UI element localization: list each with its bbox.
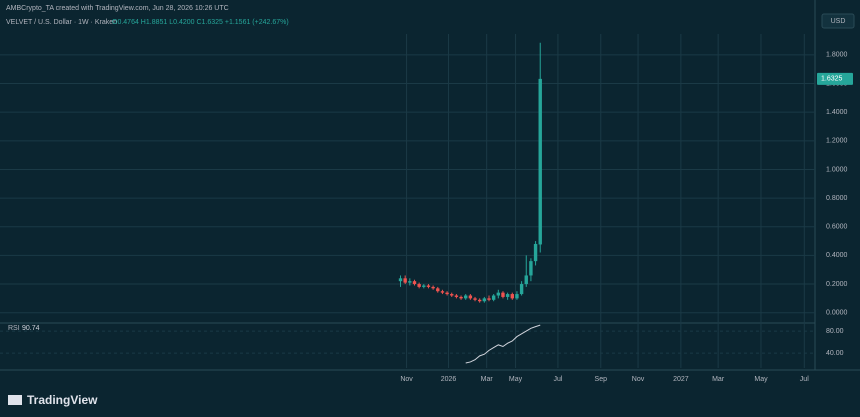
x-tick-label: 2027 xyxy=(673,376,689,383)
y-tick-label: 0.0000 xyxy=(826,310,848,317)
candle-body xyxy=(403,278,407,283)
candle-body xyxy=(501,292,505,297)
candle-body xyxy=(417,284,421,287)
y-tick-label: 1.8000 xyxy=(826,52,848,59)
candle-body xyxy=(538,78,542,245)
candle-body xyxy=(450,294,454,296)
y-tick-label: 80.00 xyxy=(826,328,844,335)
y-tick-label: 1.0000 xyxy=(826,166,848,173)
candle-body xyxy=(408,281,412,283)
currency-button[interactable] xyxy=(821,13,855,29)
candle-body xyxy=(510,294,514,299)
x-tick-label: May xyxy=(754,376,768,383)
candle-body xyxy=(491,295,496,300)
x-tick-label: 2026 xyxy=(441,376,457,383)
last-price-label: 1.6325 xyxy=(821,76,843,83)
y-tick-label: 40.00 xyxy=(826,350,844,357)
x-tick-label: May xyxy=(509,376,523,383)
candle-body xyxy=(473,298,477,300)
candle-body xyxy=(468,295,473,299)
x-tick-label: Jul xyxy=(553,376,562,383)
candle-body xyxy=(454,295,459,297)
candle-body xyxy=(529,261,533,276)
rsi-value: 90.74 xyxy=(22,325,40,332)
candle-body xyxy=(477,299,482,302)
candle-body xyxy=(515,294,519,299)
candle-body xyxy=(496,292,501,296)
candle-body xyxy=(524,275,528,285)
x-tick-label: Sep xyxy=(595,376,608,383)
candle-body xyxy=(519,284,524,295)
candle-body xyxy=(426,285,431,287)
logo-mark xyxy=(8,395,22,405)
symbol-title: VELVET / U.S. Dollar · 1W · Kraken xyxy=(6,19,117,26)
x-tick-label: Mar xyxy=(712,376,725,383)
brand: TradingView xyxy=(27,393,98,407)
rsi-title: RSI xyxy=(8,325,20,332)
rsi-line xyxy=(465,324,541,364)
candle-body xyxy=(398,278,403,282)
candle-body xyxy=(412,281,417,285)
candle-body xyxy=(487,298,491,300)
x-tick-label: Mar xyxy=(481,376,494,383)
y-tick-label: 1.2000 xyxy=(826,138,848,145)
last-price-box xyxy=(817,72,853,85)
y-tick-label: 0.6000 xyxy=(826,224,848,231)
candle-body xyxy=(431,286,435,289)
y-tick-label: 1.4000 xyxy=(826,109,848,116)
currency[interactable]: USD xyxy=(831,18,846,25)
candle-body xyxy=(436,288,440,292)
logo xyxy=(8,395,22,405)
y-tick-label: 0.8000 xyxy=(826,195,848,202)
y-tick-label: 0.4000 xyxy=(826,252,848,259)
header: AMBCrypto_TA created with TradingView.co… xyxy=(6,5,229,12)
candle-body xyxy=(464,295,468,299)
candle-body xyxy=(505,294,510,297)
candle-body xyxy=(445,292,449,295)
x-tick-label: Nov xyxy=(632,376,645,383)
ohlc: O0.4764 H1.8851 L0.4200 C1.6325 +1.1561 … xyxy=(112,19,289,26)
candle-body xyxy=(482,298,487,302)
candle-body xyxy=(422,285,426,287)
x-tick-label: Jul xyxy=(800,376,809,383)
candle-body xyxy=(459,296,463,299)
candle-body xyxy=(533,243,538,262)
candle-body xyxy=(440,291,445,293)
x-tick-label: Nov xyxy=(400,376,413,383)
y-tick-label: 0.2000 xyxy=(826,281,848,288)
